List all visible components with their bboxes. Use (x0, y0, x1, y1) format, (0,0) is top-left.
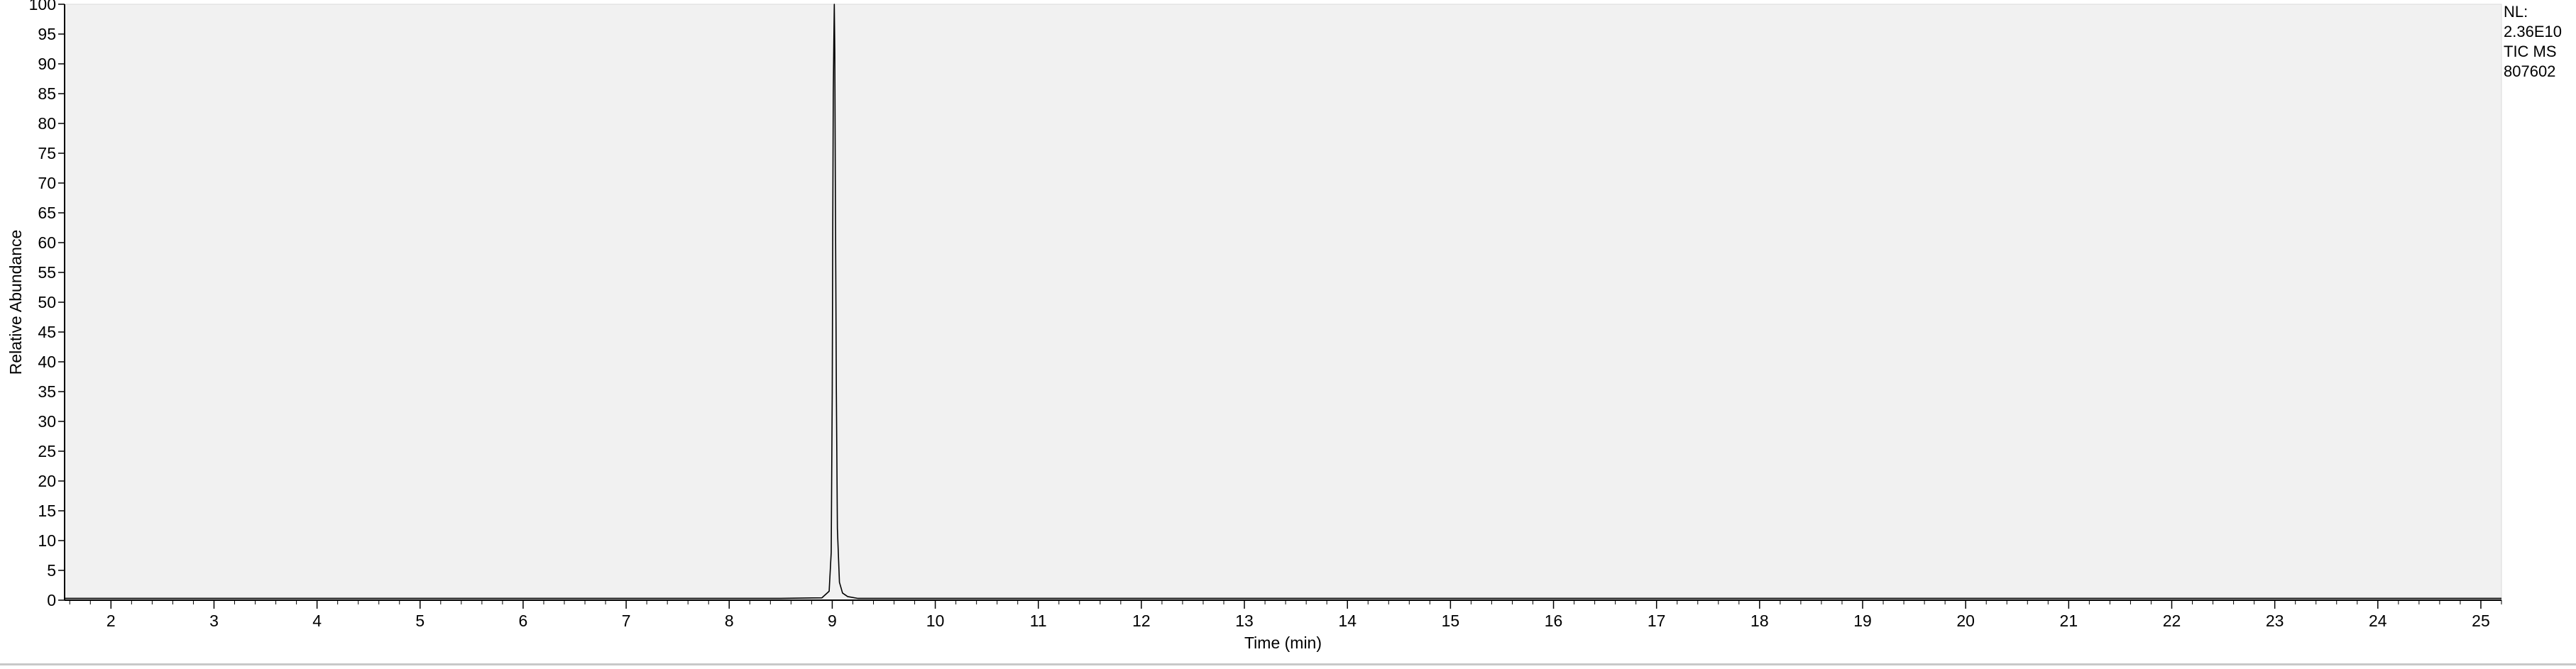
y-axis-title: Relative Abundance (6, 230, 25, 375)
x-tick-label: 10 (926, 612, 945, 630)
info-line-2: TIC MS (2504, 43, 2557, 60)
x-tick-label: 16 (1545, 612, 1563, 630)
y-tick-label: 60 (38, 233, 56, 252)
y-tick-label: 100 (29, 0, 56, 13)
y-tick-label: 25 (38, 442, 56, 460)
y-tick-label: 65 (38, 204, 56, 222)
x-tick-label: 7 (622, 612, 631, 630)
x-tick-label: 25 (2472, 612, 2490, 630)
info-box: NL: 2.36E10 TIC MS 807602 (2504, 3, 2562, 80)
x-tick-label: 17 (1648, 612, 1666, 630)
y-tick-label: 85 (38, 84, 56, 103)
y-tick-label: 30 (38, 412, 56, 431)
y-tick-label: 50 (38, 293, 56, 311)
y-tick-label: 40 (38, 353, 56, 371)
x-tick-label: 4 (312, 612, 322, 630)
x-tick-label: 11 (1030, 612, 1047, 630)
x-tick-label: 14 (1338, 612, 1356, 630)
y-tick-label: 70 (38, 174, 56, 192)
info-line-1: 2.36E10 (2504, 23, 2562, 40)
y-tick-label: 90 (38, 55, 56, 73)
y-tick-label: 10 (38, 531, 56, 550)
x-tick-label: 3 (209, 612, 219, 630)
y-tick-label: 5 (47, 561, 56, 580)
x-tick-label: 24 (2369, 612, 2387, 630)
series-line-0 (65, 4, 2501, 599)
x-tick-label: 5 (415, 612, 424, 630)
y-tick-label: 95 (38, 25, 56, 43)
x-tick-label: 19 (1853, 612, 1872, 630)
y-tick-label: 35 (38, 382, 56, 401)
annotation-layer: 9.02 (818, 0, 850, 1)
x-tick-label: 23 (2266, 612, 2284, 630)
y-tick-label: 20 (38, 472, 56, 490)
x-tick-label: 12 (1132, 612, 1151, 630)
y-tick-label: 45 (38, 323, 56, 341)
x-axis-title: Time (min) (1244, 634, 1322, 652)
y-tick-label: 0 (47, 591, 56, 609)
y-tick-label: 55 (38, 263, 56, 282)
axes-layer: 0510152025303540455055606570758085909510… (29, 0, 2502, 630)
x-tick-label: 22 (2163, 612, 2181, 630)
plot-area (64, 4, 2502, 601)
x-tick-label: 21 (2060, 612, 2078, 630)
x-tick-label: 2 (106, 612, 116, 630)
series-layer (65, 4, 2501, 599)
y-tick-label: 15 (38, 502, 56, 520)
y-tick-label: 80 (38, 114, 56, 133)
peak-label: 9.02 (818, 0, 850, 1)
info-line-0: NL: (2504, 3, 2528, 21)
x-tick-label: 15 (1442, 612, 1460, 630)
y-tick-label: 75 (38, 144, 56, 162)
x-tick-label: 20 (1956, 612, 1975, 630)
x-tick-label: 8 (725, 612, 734, 630)
bottom-divider (0, 663, 2576, 665)
x-tick-label: 9 (828, 612, 837, 630)
x-tick-label: 13 (1235, 612, 1254, 630)
x-tick-label: 6 (519, 612, 528, 630)
info-line-3: 807602 (2504, 62, 2555, 80)
x-tick-label: 18 (1750, 612, 1769, 630)
